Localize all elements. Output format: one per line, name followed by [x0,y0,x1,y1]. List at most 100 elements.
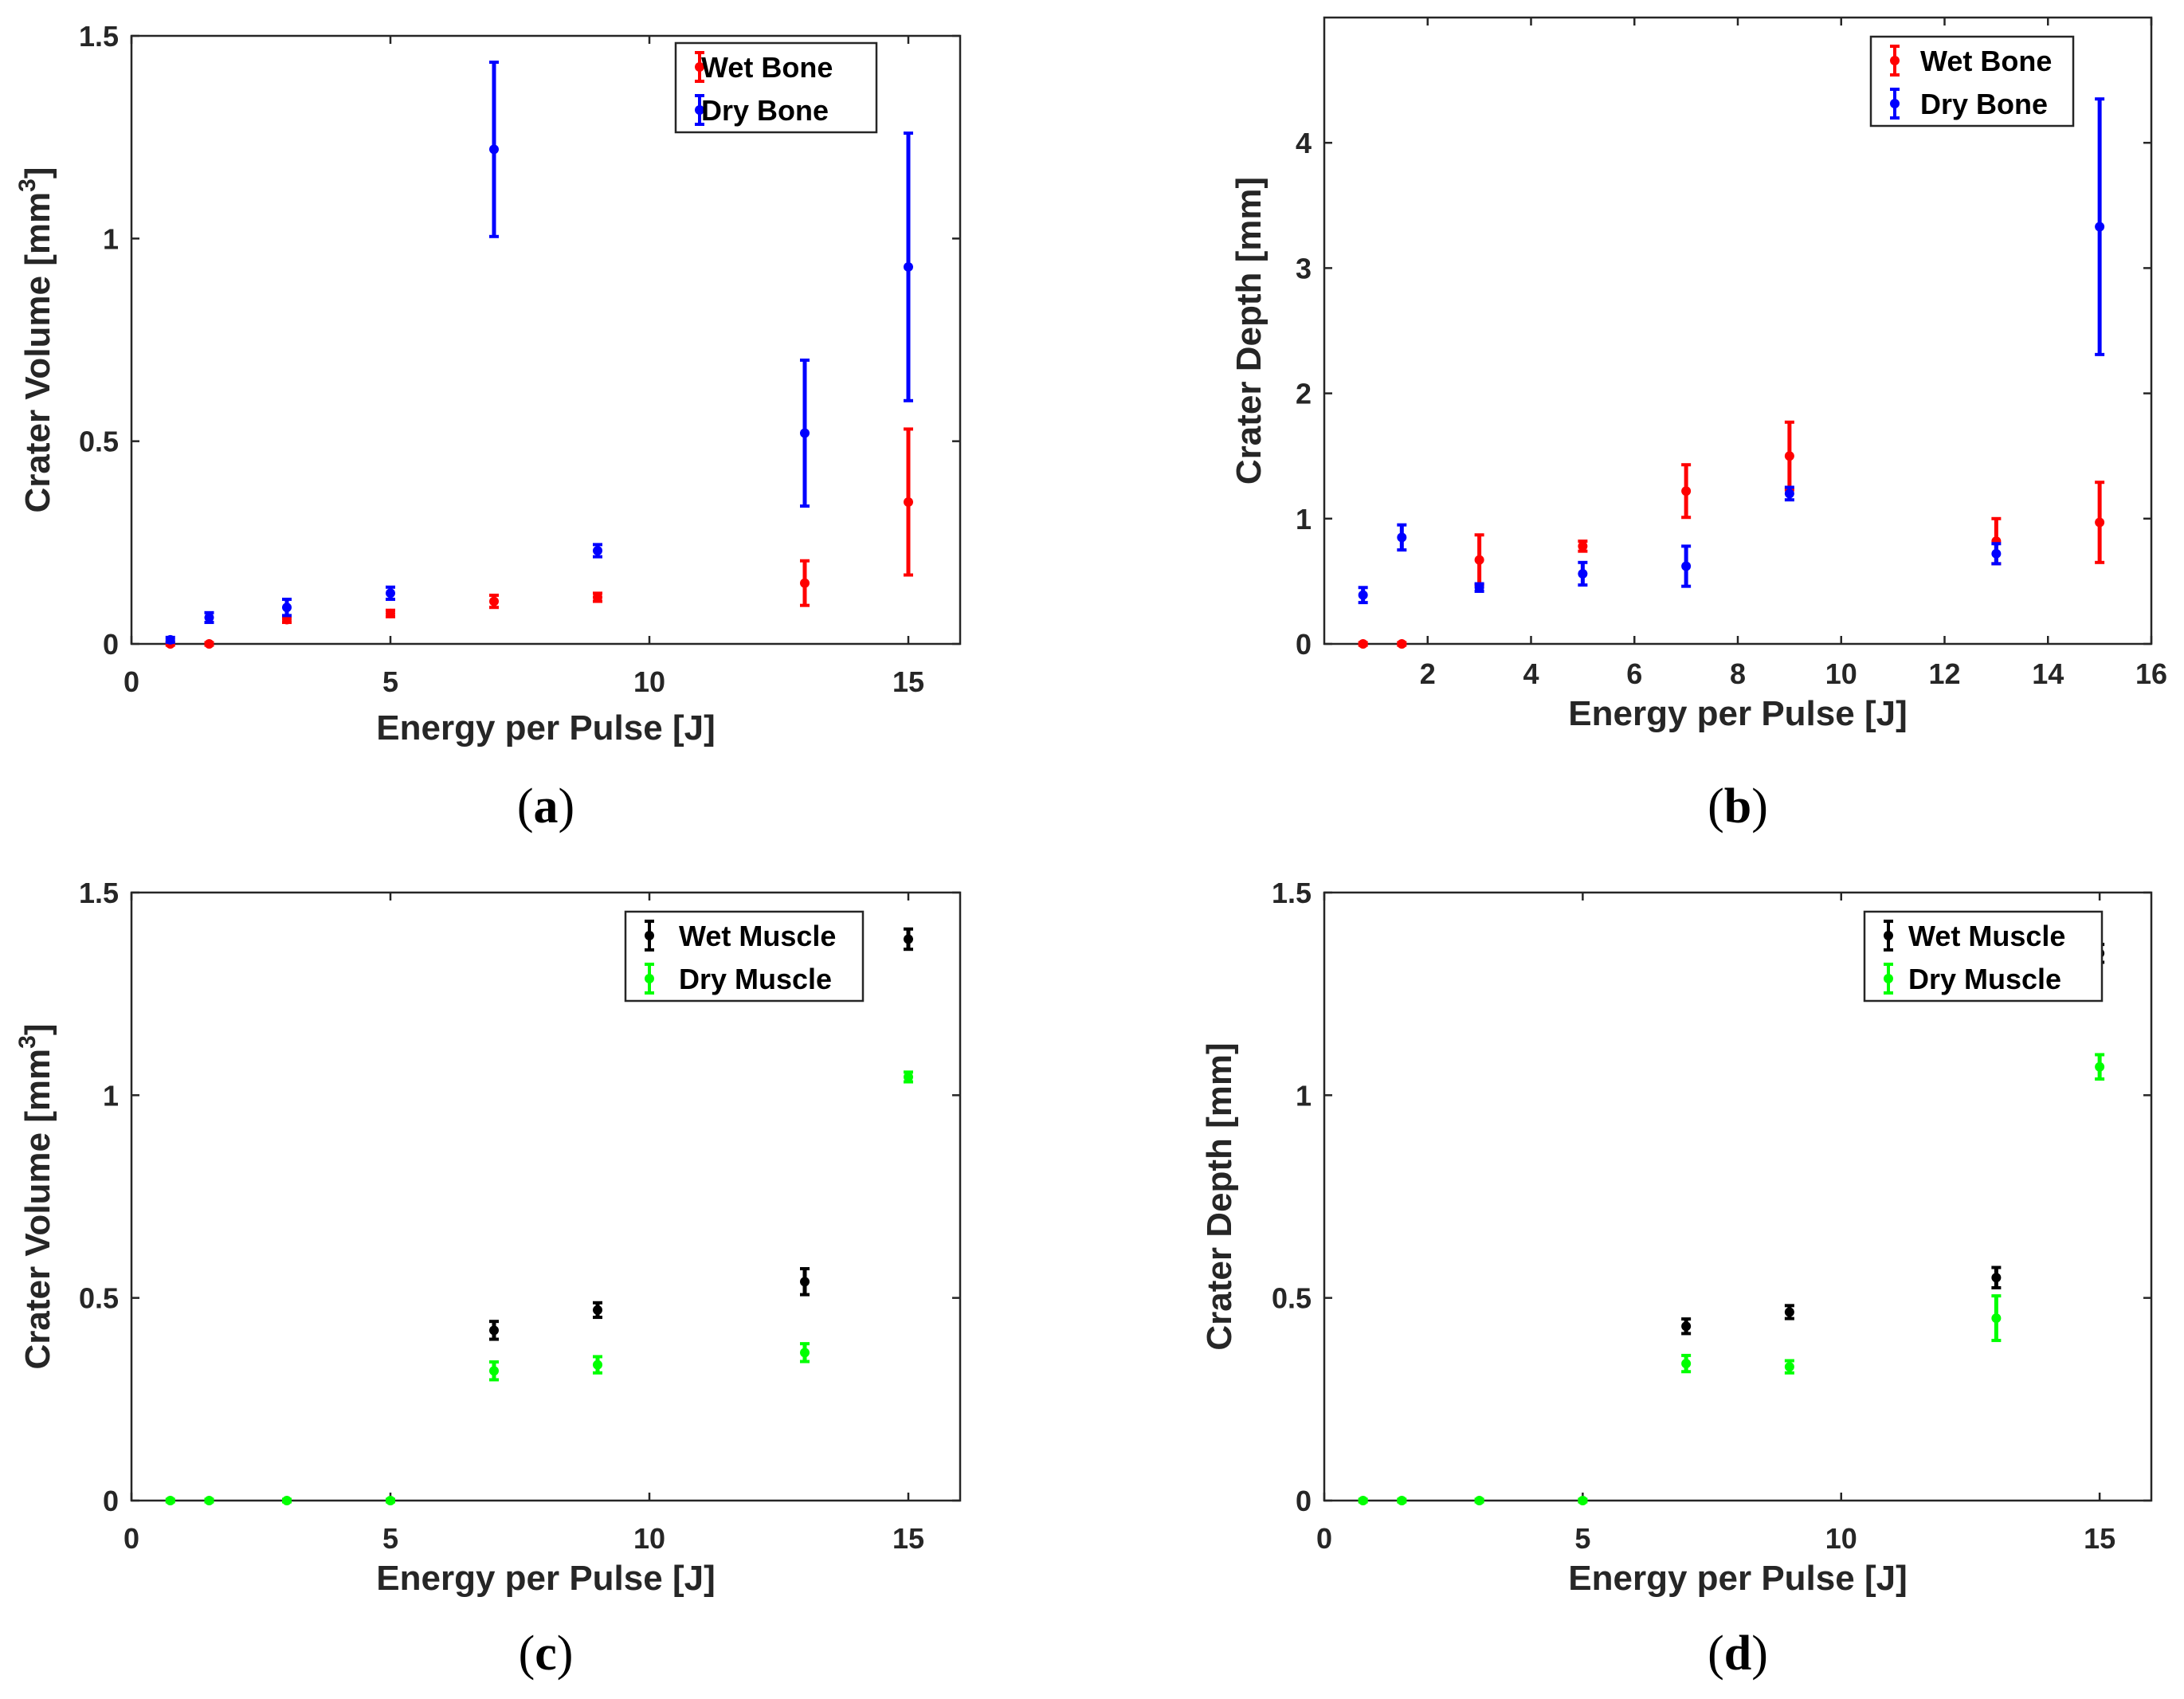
x-tick-label: 16 [2135,657,2167,690]
panel-label-open: ( [519,1626,535,1681]
legend-box [1863,910,2104,1003]
x-tick-label: 14 [2032,657,2064,690]
y-axis-label-end: ] [18,167,57,179]
data-point [204,1496,214,1505]
y-tick-label: 1.5 [1272,877,1312,909]
data-point [800,1277,810,1287]
data-point [489,144,499,155]
legend-marker-point [1890,99,1900,108]
x-tick-label: 6 [1626,657,1642,690]
x-tick-label: 10 [633,665,665,698]
x-tick-label: 10 [633,1522,665,1555]
x-axis-label: Energy per Pulse [J] [376,708,715,747]
legend-marker-point [1890,56,1900,65]
data-point [489,1366,499,1376]
y-axis-label: Crater Volume [mm3] [14,1024,57,1370]
legend: Wet Muscle Dry Muscle [1863,910,2104,1003]
x-tick-label: 0 [124,1522,139,1555]
panel-label: (c) [519,1626,574,1681]
legend: Wet Bone Dry Bone [674,41,878,134]
y-tick-label: 1 [103,222,119,255]
data-point [904,934,913,944]
data-point [593,1360,602,1370]
data-point [1784,1362,1794,1372]
y-tick-label: 0 [1296,1485,1312,1517]
y-tick-label: 4 [1296,127,1312,159]
y-tick-label: 0.5 [79,1282,119,1315]
data-point [1578,1496,1588,1505]
legend-box [1869,35,2075,128]
series-wet-bone [1358,420,2105,649]
data-point [593,546,602,556]
data-point [1784,451,1794,461]
data-point [204,639,214,649]
data-point [489,1325,499,1336]
data-point [800,428,810,438]
y-axis-label: Crater Volume [mm3] [14,167,57,513]
panel-label: (a) [517,779,574,834]
y-tick-label: 0.5 [79,426,119,458]
y-tick-label: 0 [103,1485,119,1517]
x-tick-label: 2 [1420,657,1436,690]
y-tick-label: 1 [103,1079,119,1112]
data-point [1991,1273,2002,1283]
data-point [386,1496,395,1505]
data-point [1474,555,1484,565]
data-point [2095,222,2105,232]
y-tick-label: 2 [1296,378,1312,410]
data-point [1358,639,1368,649]
legend-entry-label: Wet Bone [1920,45,2052,77]
panel-label-letter: a [534,779,559,834]
y-tick-label: 3 [1296,252,1312,284]
legend-marker-point [695,62,704,72]
data-point [165,634,175,645]
y-tick-label: 0 [103,628,119,661]
series-wet-muscle [1681,943,2105,1336]
legend-box [624,910,865,1003]
legend-marker-point [645,974,654,983]
x-axis-label: Energy per Pulse [J] [376,1559,715,1598]
x-tick-label: 10 [1825,1522,1857,1555]
series-dry-muscle [1358,1053,2105,1505]
data-point [1358,1496,1368,1505]
legend-marker-point [645,931,654,940]
data-point [1681,561,1692,571]
y-axis-label-superscript: 3 [14,1035,41,1049]
legend-entry-label: Wet Muscle [679,920,836,952]
x-tick-label: 8 [1730,657,1746,690]
panel-label-letter: c [535,1626,557,1681]
data-point [593,1305,602,1315]
x-tick-label: 5 [382,665,398,698]
data-point [1397,532,1407,543]
y-axis-label-end: ] [18,1024,57,1036]
data-point [165,1496,175,1505]
data-point [1578,541,1588,551]
panel-label: (b) [1708,779,1768,834]
panel-label-close: ) [559,779,575,834]
data-point [1991,1313,2002,1324]
data-point [904,261,913,272]
panel-label-letter: b [1724,779,1751,834]
data-point [204,612,214,622]
data-point [904,1072,913,1082]
panel-label-open: ( [517,779,534,834]
panel-label-letter: d [1724,1626,1751,1681]
chart-panel-a: 0 5 10 15 0 0.5 1 1.5 Energy per Pulse [J] Crater… [14,20,962,834]
series-wet-bone [165,427,913,649]
data-point [1991,548,2002,559]
data-point [593,592,602,602]
panel-label: (d) [1708,1626,1768,1681]
legend-entry-label: Dry Bone [701,94,829,127]
y-axis-label-superscript: 3 [14,179,41,192]
data-point [1474,583,1484,593]
legend: Wet Muscle Dry Muscle [624,910,865,1003]
data-point [1784,489,1794,499]
legend-entry-label: Wet Muscle [1908,920,2065,952]
x-tick-label: 10 [1825,657,1857,690]
panel-label-close: ) [557,1626,574,1681]
data-point [2095,1061,2105,1072]
legend-entry-label: Wet Bone [701,51,833,84]
series-dry-bone [165,61,913,645]
